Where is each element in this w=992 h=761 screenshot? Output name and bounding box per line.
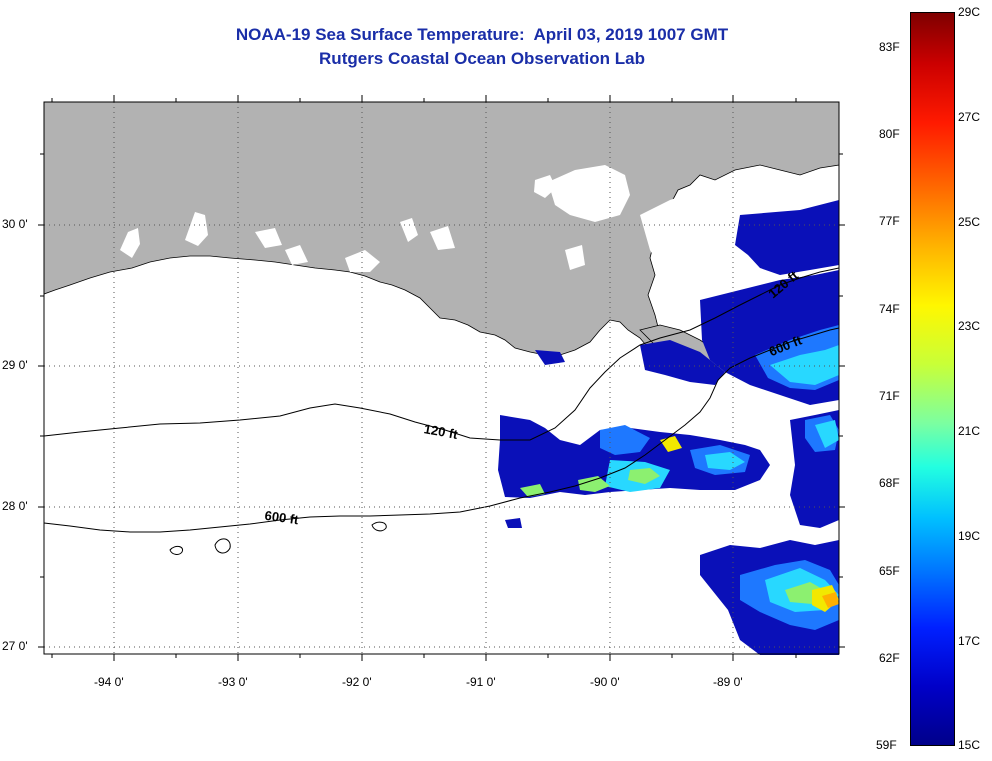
contour-label-600-west: 600 ft: [264, 508, 300, 528]
map-frame: [43, 101, 840, 655]
colorbar-label-27c: 27C: [958, 110, 981, 124]
lon-label-91: -91 0': [466, 675, 496, 689]
colorbar-label-59f: 59F: [876, 738, 897, 752]
lat-label-30: 30 0': [2, 217, 28, 231]
graticule: [44, 102, 839, 654]
colorbar-label-83f: 83F: [879, 40, 900, 54]
colorbar-label-15c: 15C: [958, 738, 981, 752]
colorbar-label-68f: 68F: [879, 476, 900, 490]
colorbar-label-62f: 62F: [879, 651, 900, 665]
lon-label-90: -90 0': [590, 675, 620, 689]
colorbar-label-17c: 17C: [958, 634, 981, 648]
colorbar-label-19c: 19C: [958, 529, 981, 543]
colorbar-label-21c: 21C: [958, 424, 981, 438]
lat-label-27: 27 0': [2, 639, 28, 653]
lat-label-29: 29 0': [2, 358, 28, 372]
colorbar-label-74f: 74F: [879, 302, 900, 316]
colorbar-label-23c: 23C: [958, 319, 981, 333]
bathymetry-contours: [43, 267, 840, 555]
map-title: NOAA-19 Sea Surface Temperature: April 0…: [235, 25, 729, 44]
colorbar-label-80f: 80F: [879, 127, 900, 141]
contour-label-120-west: 120 ft: [423, 421, 460, 442]
lon-label-92: -92 0': [342, 675, 372, 689]
lon-label-94: -94 0': [94, 675, 124, 689]
lon-label-93: -93 0': [218, 675, 248, 689]
colorbar-label-25c: 25C: [958, 215, 981, 229]
colorbar-label-29c: 29C: [958, 5, 981, 19]
axis-ticks: [38, 95, 845, 661]
colorbar-label-71f: 71F: [879, 389, 900, 403]
colorbar-label-77f: 77F: [879, 214, 900, 228]
colorbar-label-65f: 65F: [879, 564, 900, 578]
temperature-colorbar: [910, 12, 955, 746]
map-subtitle: Rutgers Coastal Ocean Observation Lab: [319, 49, 645, 68]
lat-label-28: 28 0': [2, 499, 28, 513]
lon-label-89: -89 0': [713, 675, 743, 689]
sst-data-layer: [498, 200, 839, 655]
